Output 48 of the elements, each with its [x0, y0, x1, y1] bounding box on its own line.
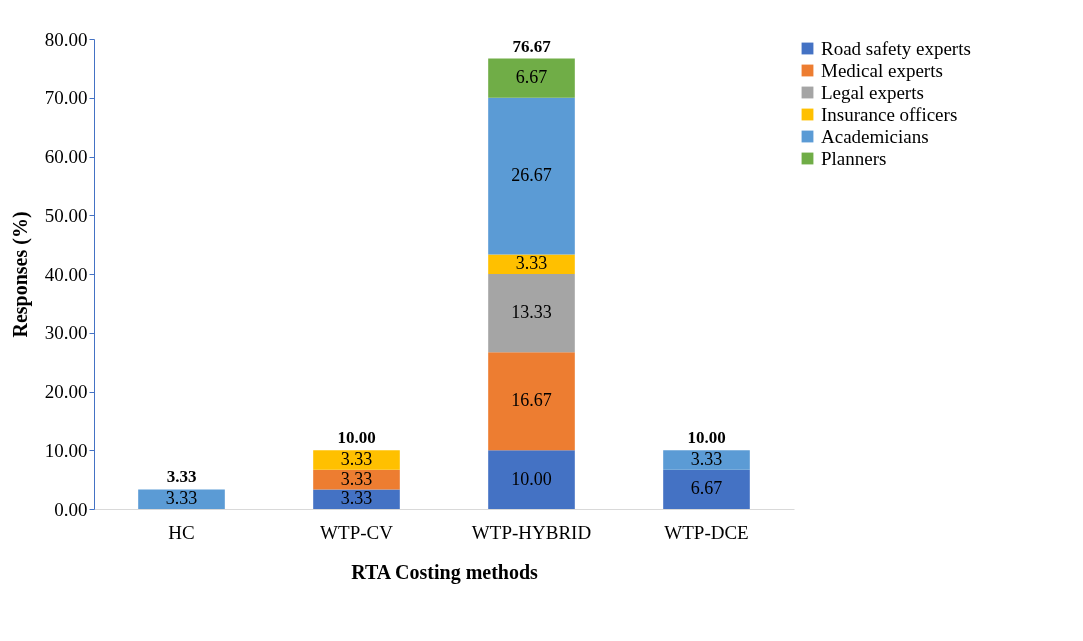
total-label: 3.33 — [166, 467, 197, 487]
bar — [663, 450, 750, 470]
bar — [488, 58, 575, 98]
bar — [663, 469, 750, 509]
y-tick-label: 60.00 — [44, 146, 88, 167]
data-label: 16.67 — [511, 390, 552, 411]
data-label: 3.33 — [515, 253, 548, 274]
data-label: 13.33 — [511, 302, 552, 323]
data-label: 3.33 — [690, 449, 723, 470]
legend-label: Insurance officers — [821, 103, 958, 125]
x-tick-label: WTP-DCE — [664, 521, 749, 543]
bar — [488, 97, 575, 255]
y-tick-label: 70.00 — [44, 87, 88, 109]
data-label: 3.33 — [340, 449, 373, 470]
total-label: 76.67 — [512, 36, 552, 56]
y-tick-label: 30.00 — [44, 322, 88, 344]
legend-label: Academicians — [821, 125, 929, 147]
legend-label: Road safety experts — [821, 37, 971, 59]
y-tick-label: 20.00 — [44, 381, 88, 402]
data-label: 10.00 — [511, 468, 552, 489]
legend-label: Legal experts — [821, 81, 924, 103]
total-label: 10.00 — [337, 428, 376, 448]
bar — [313, 450, 400, 470]
x-tick-label: HC — [168, 521, 195, 543]
bar — [488, 274, 575, 353]
data-label: 26.67 — [511, 165, 552, 186]
y-tick-label: 80.00 — [44, 28, 88, 50]
y-tick-label: 10.00 — [44, 439, 88, 461]
x-tick-label: WTP-CV — [320, 521, 394, 543]
bar — [488, 450, 575, 509]
y-tick-label: 50.00 — [44, 204, 88, 226]
bar — [488, 352, 575, 451]
data-label: 3.33 — [340, 488, 373, 509]
data-label: 3.33 — [340, 468, 373, 489]
total-label: 10.00 — [687, 428, 726, 448]
x-tick-label: WTP-HYBRID — [471, 521, 592, 543]
legend-label: Planners — [821, 147, 887, 169]
x-axis-title: RTA Costing methods — [351, 560, 539, 584]
bar — [138, 489, 225, 509]
y-tick-label: 0.00 — [54, 498, 88, 520]
data-label: 6.67 — [690, 478, 723, 499]
data-label: 6.67 — [515, 67, 548, 88]
legend-label: Medical experts — [821, 59, 943, 81]
y-tick-label: 40.00 — [44, 263, 88, 285]
data-label: 3.33 — [165, 488, 198, 509]
y-axis-title: Responses (%) — [8, 211, 32, 338]
bar — [488, 254, 575, 274]
bar — [313, 489, 400, 509]
